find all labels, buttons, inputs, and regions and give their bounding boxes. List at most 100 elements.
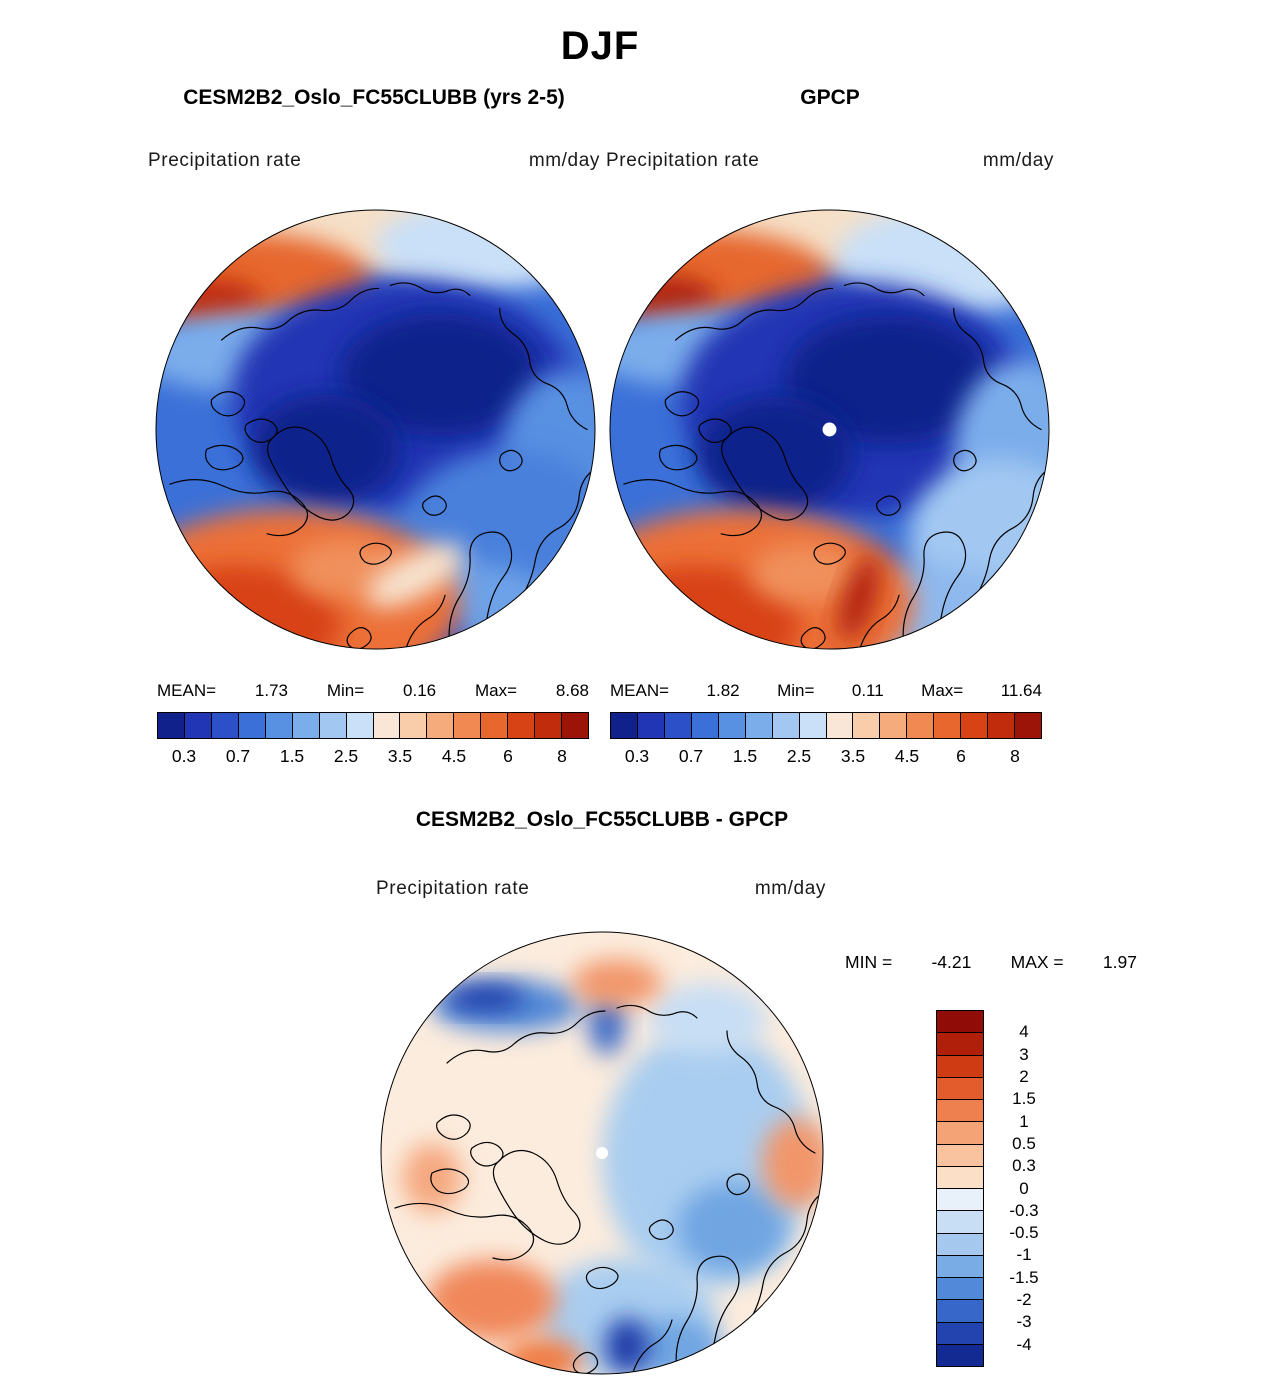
model-map [152, 206, 599, 658]
min-value: 0.16 [403, 681, 437, 700]
obs-panel-title: GPCP [800, 86, 860, 109]
colorbar-tick-label: 1.5 [279, 746, 305, 766]
colorbar-segment [561, 713, 588, 738]
colorbar-tick-label: 6 [503, 746, 513, 766]
obs-colorbar [610, 712, 1042, 739]
model-stats: MEAN= 1.73 Min= 0.16 Max= 8.68 [157, 681, 589, 701]
colorbar-segment [1014, 713, 1041, 738]
diff-map [377, 928, 827, 1383]
colorbar-segment [399, 713, 427, 738]
obs-colorbar-ticks: 0.3 0.7 1.5 2.5 3.5 4.5 6 8 [610, 746, 1042, 768]
colorbar-segment [534, 713, 562, 738]
colorbar-segment [825, 713, 853, 738]
colorbar-tick-label: -1 [1016, 1245, 1032, 1265]
colorbar-segment [937, 1143, 983, 1166]
diff-colorbar-ticks: 4 3 2 1.5 1 0.5 0.3 0 -0.3 -0.5 -1 -1.5 -2 -3 -4 [936, 1010, 1038, 1367]
colorbar-segment [318, 713, 346, 738]
colorbar-tick-label: 4.5 [894, 746, 920, 766]
colorbar-segment [937, 1099, 983, 1122]
colorbar-tick-label: 8 [1010, 746, 1020, 766]
colorbar-segment [158, 713, 184, 738]
max-value: 1.97 [1102, 952, 1137, 972]
colorbar-segment [717, 713, 745, 738]
colorbar-tick-label: 2.5 [786, 746, 812, 766]
colorbar-tick-label: -0.3 [1009, 1200, 1039, 1220]
colorbar-segment [937, 1343, 983, 1366]
colorbar-tick-label: 2 [1019, 1066, 1029, 1086]
model-units-label: mm/day [528, 150, 600, 171]
colorbar-segment [933, 713, 961, 738]
colorbar-segment [937, 1254, 983, 1277]
colorbar-tick-label: 1.5 [1012, 1089, 1036, 1109]
colorbar-segment [937, 1321, 983, 1344]
colorbar-segment [183, 713, 211, 738]
min-value: -4.21 [931, 952, 972, 972]
obs-units-label: mm/day [982, 150, 1054, 171]
colorbar-segment [937, 1277, 983, 1300]
colorbar-segment [744, 713, 772, 738]
model-colorbar-ticks: 0.3 0.7 1.5 2.5 3.5 4.5 6 8 [157, 746, 589, 768]
diff-field-row: Precipitation rate mm/day [376, 878, 826, 900]
colorbar-tick-label: -4 [1016, 1334, 1032, 1354]
diff-stats: MIN = -4.21 MAX = 1.97 [845, 952, 1137, 973]
colorbar-segment [372, 713, 400, 738]
colorbar-segment [937, 1299, 983, 1322]
diff-colorbar [936, 1010, 984, 1367]
colorbar-segment [453, 713, 481, 738]
colorbar-segment [426, 713, 454, 738]
colorbar-tick-label: 3.5 [840, 746, 866, 766]
colorbar-segment [798, 713, 826, 738]
max-label: Max= [475, 681, 518, 700]
colorbar-segment [264, 713, 292, 738]
colorbar-segment [906, 713, 934, 738]
colorbar-tick-label: 0.5 [1012, 1133, 1036, 1153]
mean-label: MEAN= [157, 681, 217, 700]
figure-title: DJF [560, 24, 640, 68]
diff-field-label: Precipitation rate [376, 878, 530, 899]
model-colorbar [157, 712, 589, 739]
colorbar-segment [663, 713, 691, 738]
colorbar-tick-label: -2 [1016, 1290, 1032, 1310]
obs-field-row: Precipitation rate mm/day [606, 150, 1054, 172]
colorbar-segment [879, 713, 907, 738]
colorbar-segment [237, 713, 265, 738]
colorbar-segment [507, 713, 535, 738]
colorbar-tick-label: 1 [1019, 1111, 1029, 1131]
pole-hole [822, 422, 837, 437]
colorbar-segment [480, 713, 508, 738]
colorbar-tick-label: 3 [1019, 1044, 1029, 1064]
diff-units-label: mm/day [754, 878, 826, 899]
max-value: 11.64 [1000, 681, 1042, 700]
pole-hole [596, 1147, 608, 1159]
colorbar-segment [771, 713, 799, 738]
max-label: MAX = [1010, 952, 1064, 972]
obs-field-label: Precipitation rate [606, 150, 760, 171]
colorbar-segment [937, 1054, 983, 1077]
colorbar-segment [636, 713, 664, 738]
model-map-figure [155, 209, 596, 650]
colorbar-tick-label: 4.5 [441, 746, 467, 766]
obs-stats: MEAN= 1.82 Min= 0.11 Max= 11.64 [610, 681, 1042, 701]
colorbar-segment [937, 1011, 983, 1033]
colorbar-tick-label: 0.3 [171, 746, 197, 766]
colorbar-tick-label: 0.3 [624, 746, 650, 766]
colorbar-segment [987, 713, 1015, 738]
colorbar-segment [937, 1188, 983, 1211]
colorbar-tick-label: 1.5 [732, 746, 758, 766]
colorbar-tick-label: 0 [1019, 1178, 1029, 1198]
obs-map-figure [609, 209, 1050, 650]
colorbar-tick-label: -1.5 [1009, 1267, 1039, 1287]
max-value: 8.68 [555, 681, 589, 700]
mean-value: 1.82 [706, 681, 740, 700]
colorbar-tick-label: 0.7 [678, 746, 704, 766]
colorbar-segment [210, 713, 238, 738]
model-panel-title: CESM2B2_Oslo_FC55CLUBB (yrs 2-5) [183, 86, 565, 109]
colorbar-segment [937, 1165, 983, 1188]
colorbar-segment [937, 1076, 983, 1099]
colorbar-tick-label: 6 [956, 746, 966, 766]
obs-map [606, 206, 1053, 658]
colorbar-segment [611, 713, 637, 738]
colorbar-tick-label: -0.5 [1009, 1223, 1039, 1243]
min-label: Min= [326, 681, 365, 700]
mean-label: MEAN= [610, 681, 670, 700]
